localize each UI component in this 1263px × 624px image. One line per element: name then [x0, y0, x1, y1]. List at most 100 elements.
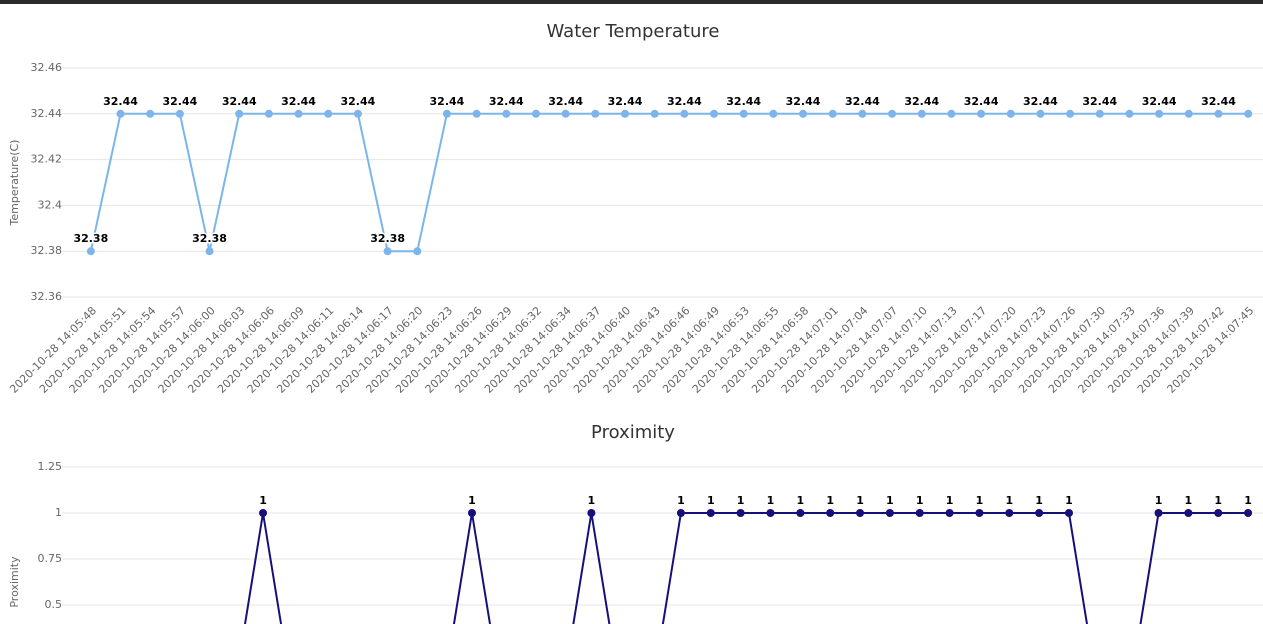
data-label: 32.44	[341, 95, 376, 108]
data-label: 32.44	[222, 95, 257, 108]
marker	[175, 109, 184, 118]
marker	[1066, 109, 1075, 118]
marker	[710, 109, 719, 118]
marker	[591, 109, 600, 118]
data-label: 1	[886, 494, 894, 507]
y-tick-label: 32.46	[31, 61, 63, 74]
data-label: 1	[737, 494, 745, 507]
data-label: 32.44	[845, 95, 880, 108]
data-label: 1	[1005, 494, 1013, 507]
line	[244, 512, 1249, 624]
marker	[915, 509, 924, 517]
data-label: 1	[1214, 494, 1222, 507]
data-label: 32.38	[370, 232, 405, 245]
marker	[205, 247, 214, 256]
y-tick-label: 1.25	[38, 460, 63, 473]
y-tick-label: 32.4	[38, 198, 63, 211]
marker	[442, 109, 451, 118]
data-label: 32.44	[430, 95, 465, 108]
data-label: 32.44	[964, 95, 999, 108]
marker	[766, 509, 775, 517]
marker	[1214, 109, 1223, 118]
data-label: 1	[1035, 494, 1043, 507]
marker	[917, 109, 926, 118]
data-label: 32.44	[162, 95, 197, 108]
marker	[116, 109, 125, 118]
marker	[1184, 509, 1193, 517]
data-label: 32.38	[192, 232, 227, 245]
marker	[294, 109, 303, 118]
marker	[947, 109, 956, 118]
marker	[324, 109, 333, 118]
marker	[472, 109, 481, 118]
marker	[736, 509, 745, 517]
marker	[1036, 109, 1045, 118]
marker	[856, 509, 865, 517]
marker	[1125, 109, 1134, 118]
data-label: 32.44	[608, 95, 643, 108]
y-tick-label: 32.38	[31, 244, 63, 257]
marker	[1006, 109, 1015, 118]
data-label: 32.44	[281, 95, 316, 108]
marker	[146, 109, 155, 118]
marker	[353, 109, 362, 118]
marker	[769, 109, 778, 118]
marker	[945, 509, 954, 517]
data-label: 1	[1155, 494, 1163, 507]
data-label: 32.44	[489, 95, 524, 108]
chart-title: Water Temperature	[547, 21, 720, 42]
data-label: 1	[468, 494, 476, 507]
data-label: 1	[677, 494, 685, 507]
data-label: 1	[1065, 494, 1073, 507]
y-tick-label: 1	[55, 506, 62, 519]
data-label: 1	[916, 494, 924, 507]
y-axis-title: Proximity	[8, 556, 21, 608]
marker	[975, 509, 984, 517]
marker	[413, 247, 422, 256]
data-label: 32.44	[786, 95, 821, 108]
marker	[1064, 509, 1073, 517]
marker	[888, 109, 897, 118]
marker	[1005, 509, 1014, 517]
data-label: 1	[588, 494, 596, 507]
marker	[885, 509, 894, 517]
y-tick-label: 32.36	[31, 290, 63, 303]
y-tick-label: 0.5	[45, 598, 63, 611]
marker	[799, 109, 808, 118]
marker	[1035, 509, 1044, 517]
data-label: 32.44	[103, 95, 138, 108]
data-label: 1	[946, 494, 954, 507]
data-label: 32.38	[73, 232, 108, 245]
data-label: 1	[856, 494, 864, 507]
top-bar	[0, 0, 1263, 4]
marker	[467, 509, 476, 517]
data-label: 1	[1244, 494, 1252, 507]
marker	[828, 109, 837, 118]
y-axis-title: Temperature(C)	[8, 140, 21, 227]
data-label: 1	[1185, 494, 1193, 507]
marker	[1095, 109, 1104, 118]
marker	[264, 109, 273, 118]
y-tick-label: 0.75	[38, 552, 63, 565]
data-label: 32.44	[1082, 95, 1117, 108]
marker	[1184, 109, 1193, 118]
marker	[796, 509, 805, 517]
marker	[235, 109, 244, 118]
marker	[977, 109, 986, 118]
marker	[680, 109, 689, 118]
marker	[739, 109, 748, 118]
y-tick-label: 32.42	[31, 153, 63, 166]
data-label: 1	[976, 494, 984, 507]
marker	[502, 109, 511, 118]
marker	[86, 247, 95, 256]
data-label: 32.44	[1023, 95, 1058, 108]
marker	[858, 109, 867, 118]
marker	[1244, 109, 1253, 118]
data-label: 1	[767, 494, 775, 507]
data-label: 1	[259, 494, 267, 507]
data-label: 1	[796, 494, 804, 507]
marker	[706, 509, 715, 517]
marker	[826, 509, 835, 517]
